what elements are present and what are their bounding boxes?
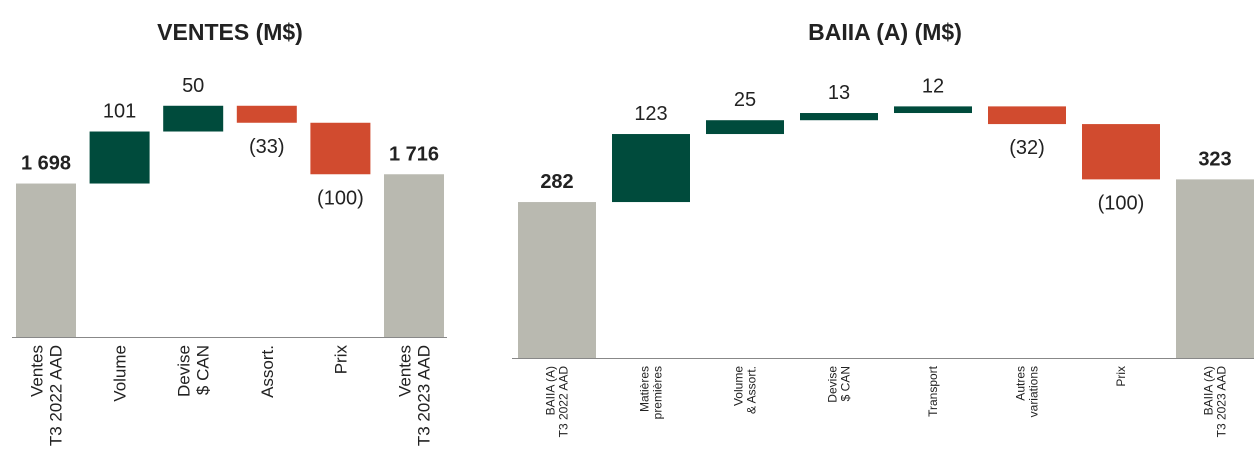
value-label: 1 716 bbox=[389, 143, 439, 165]
value-label: 25 bbox=[734, 89, 756, 111]
x-tick-label: Devise$ CAN bbox=[175, 345, 213, 397]
bar bbox=[612, 134, 690, 203]
value-label: 101 bbox=[103, 101, 136, 123]
x-tick-label: Assort. bbox=[258, 345, 277, 398]
bar bbox=[16, 183, 76, 337]
value-label: 50 bbox=[182, 75, 204, 97]
x-tick-label: BAIIA (A)T3 2022 AAD bbox=[544, 366, 571, 438]
bar bbox=[1176, 179, 1254, 358]
value-label: 282 bbox=[540, 171, 573, 193]
x-tick-label: VentesT3 2022 AAD bbox=[27, 345, 65, 446]
bar bbox=[1082, 124, 1160, 180]
x-tick-label: Devise$ CAN bbox=[826, 366, 853, 403]
bar bbox=[894, 106, 972, 114]
value-label: 13 bbox=[828, 82, 850, 104]
bar bbox=[800, 113, 878, 121]
value-label: 1 698 bbox=[21, 153, 71, 175]
bar bbox=[988, 106, 1066, 125]
x-tick-label: Prix bbox=[1114, 366, 1128, 387]
x-tick-label: Transport bbox=[926, 365, 940, 417]
bar bbox=[89, 131, 150, 184]
x-tick-label: BAIIA (A)T3 2023 AAD bbox=[1202, 366, 1229, 438]
value-label: 323 bbox=[1198, 148, 1231, 170]
value-label: (100) bbox=[317, 187, 364, 209]
bar bbox=[310, 122, 371, 175]
value-label: 123 bbox=[634, 103, 667, 125]
x-tick-label: Volume bbox=[111, 345, 130, 402]
chart-title: BAIIA (A) (M$) bbox=[808, 19, 962, 45]
chart-title: VENTES (M$) bbox=[157, 19, 303, 45]
bar bbox=[518, 202, 596, 358]
value-label: 12 bbox=[922, 75, 944, 97]
x-tick-label: Autresvariations bbox=[1014, 366, 1041, 417]
bar bbox=[384, 174, 444, 337]
x-tick-label: Volume& Assort. bbox=[732, 366, 759, 414]
value-label: (100) bbox=[1098, 192, 1145, 214]
x-tick-label: Matièrespremières bbox=[638, 366, 665, 419]
bar bbox=[236, 105, 297, 123]
value-label: (32) bbox=[1009, 137, 1045, 159]
x-tick-label: Prix bbox=[331, 345, 350, 375]
bar bbox=[706, 120, 784, 135]
value-label: (33) bbox=[249, 136, 285, 158]
x-tick-label: VentesT3 2023 AAD bbox=[395, 345, 433, 446]
bar bbox=[163, 105, 224, 132]
